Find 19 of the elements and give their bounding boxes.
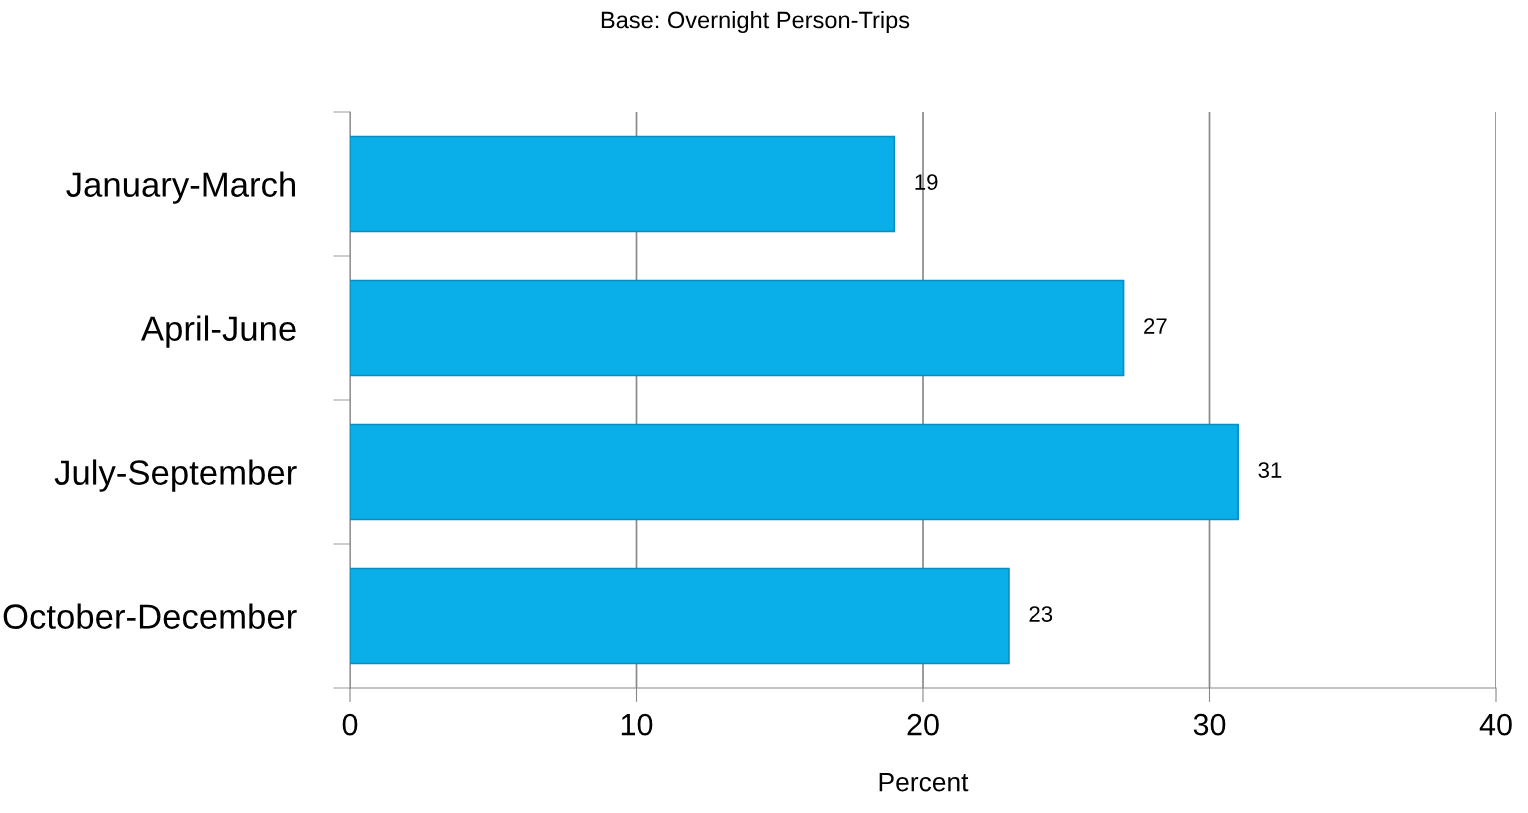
x-tick-label: 20	[907, 713, 939, 736]
y-tick-label: January-March	[66, 171, 295, 204]
y-tick-label: April-June	[140, 315, 296, 348]
bar	[350, 135, 896, 233]
chart-title: Base: Overnight Person-Trips	[601, 11, 910, 34]
data-label: 19	[915, 174, 938, 190]
bar	[350, 279, 1125, 377]
x-tick-label: 40	[1479, 713, 1512, 736]
y-tick-label: July-September	[54, 459, 297, 492]
bar	[350, 423, 1239, 521]
data-label: 31	[1258, 462, 1282, 478]
x-tick-label: 10	[621, 713, 653, 736]
data-label: 23	[1029, 606, 1053, 622]
data-label: 27	[1144, 318, 1167, 334]
y-tick-label: October-December	[3, 603, 297, 629]
x-axis-title: Percent	[879, 773, 969, 792]
x-tick-label: 0	[342, 713, 358, 736]
x-tick-label: 30	[1193, 713, 1226, 736]
bar	[350, 567, 1010, 665]
